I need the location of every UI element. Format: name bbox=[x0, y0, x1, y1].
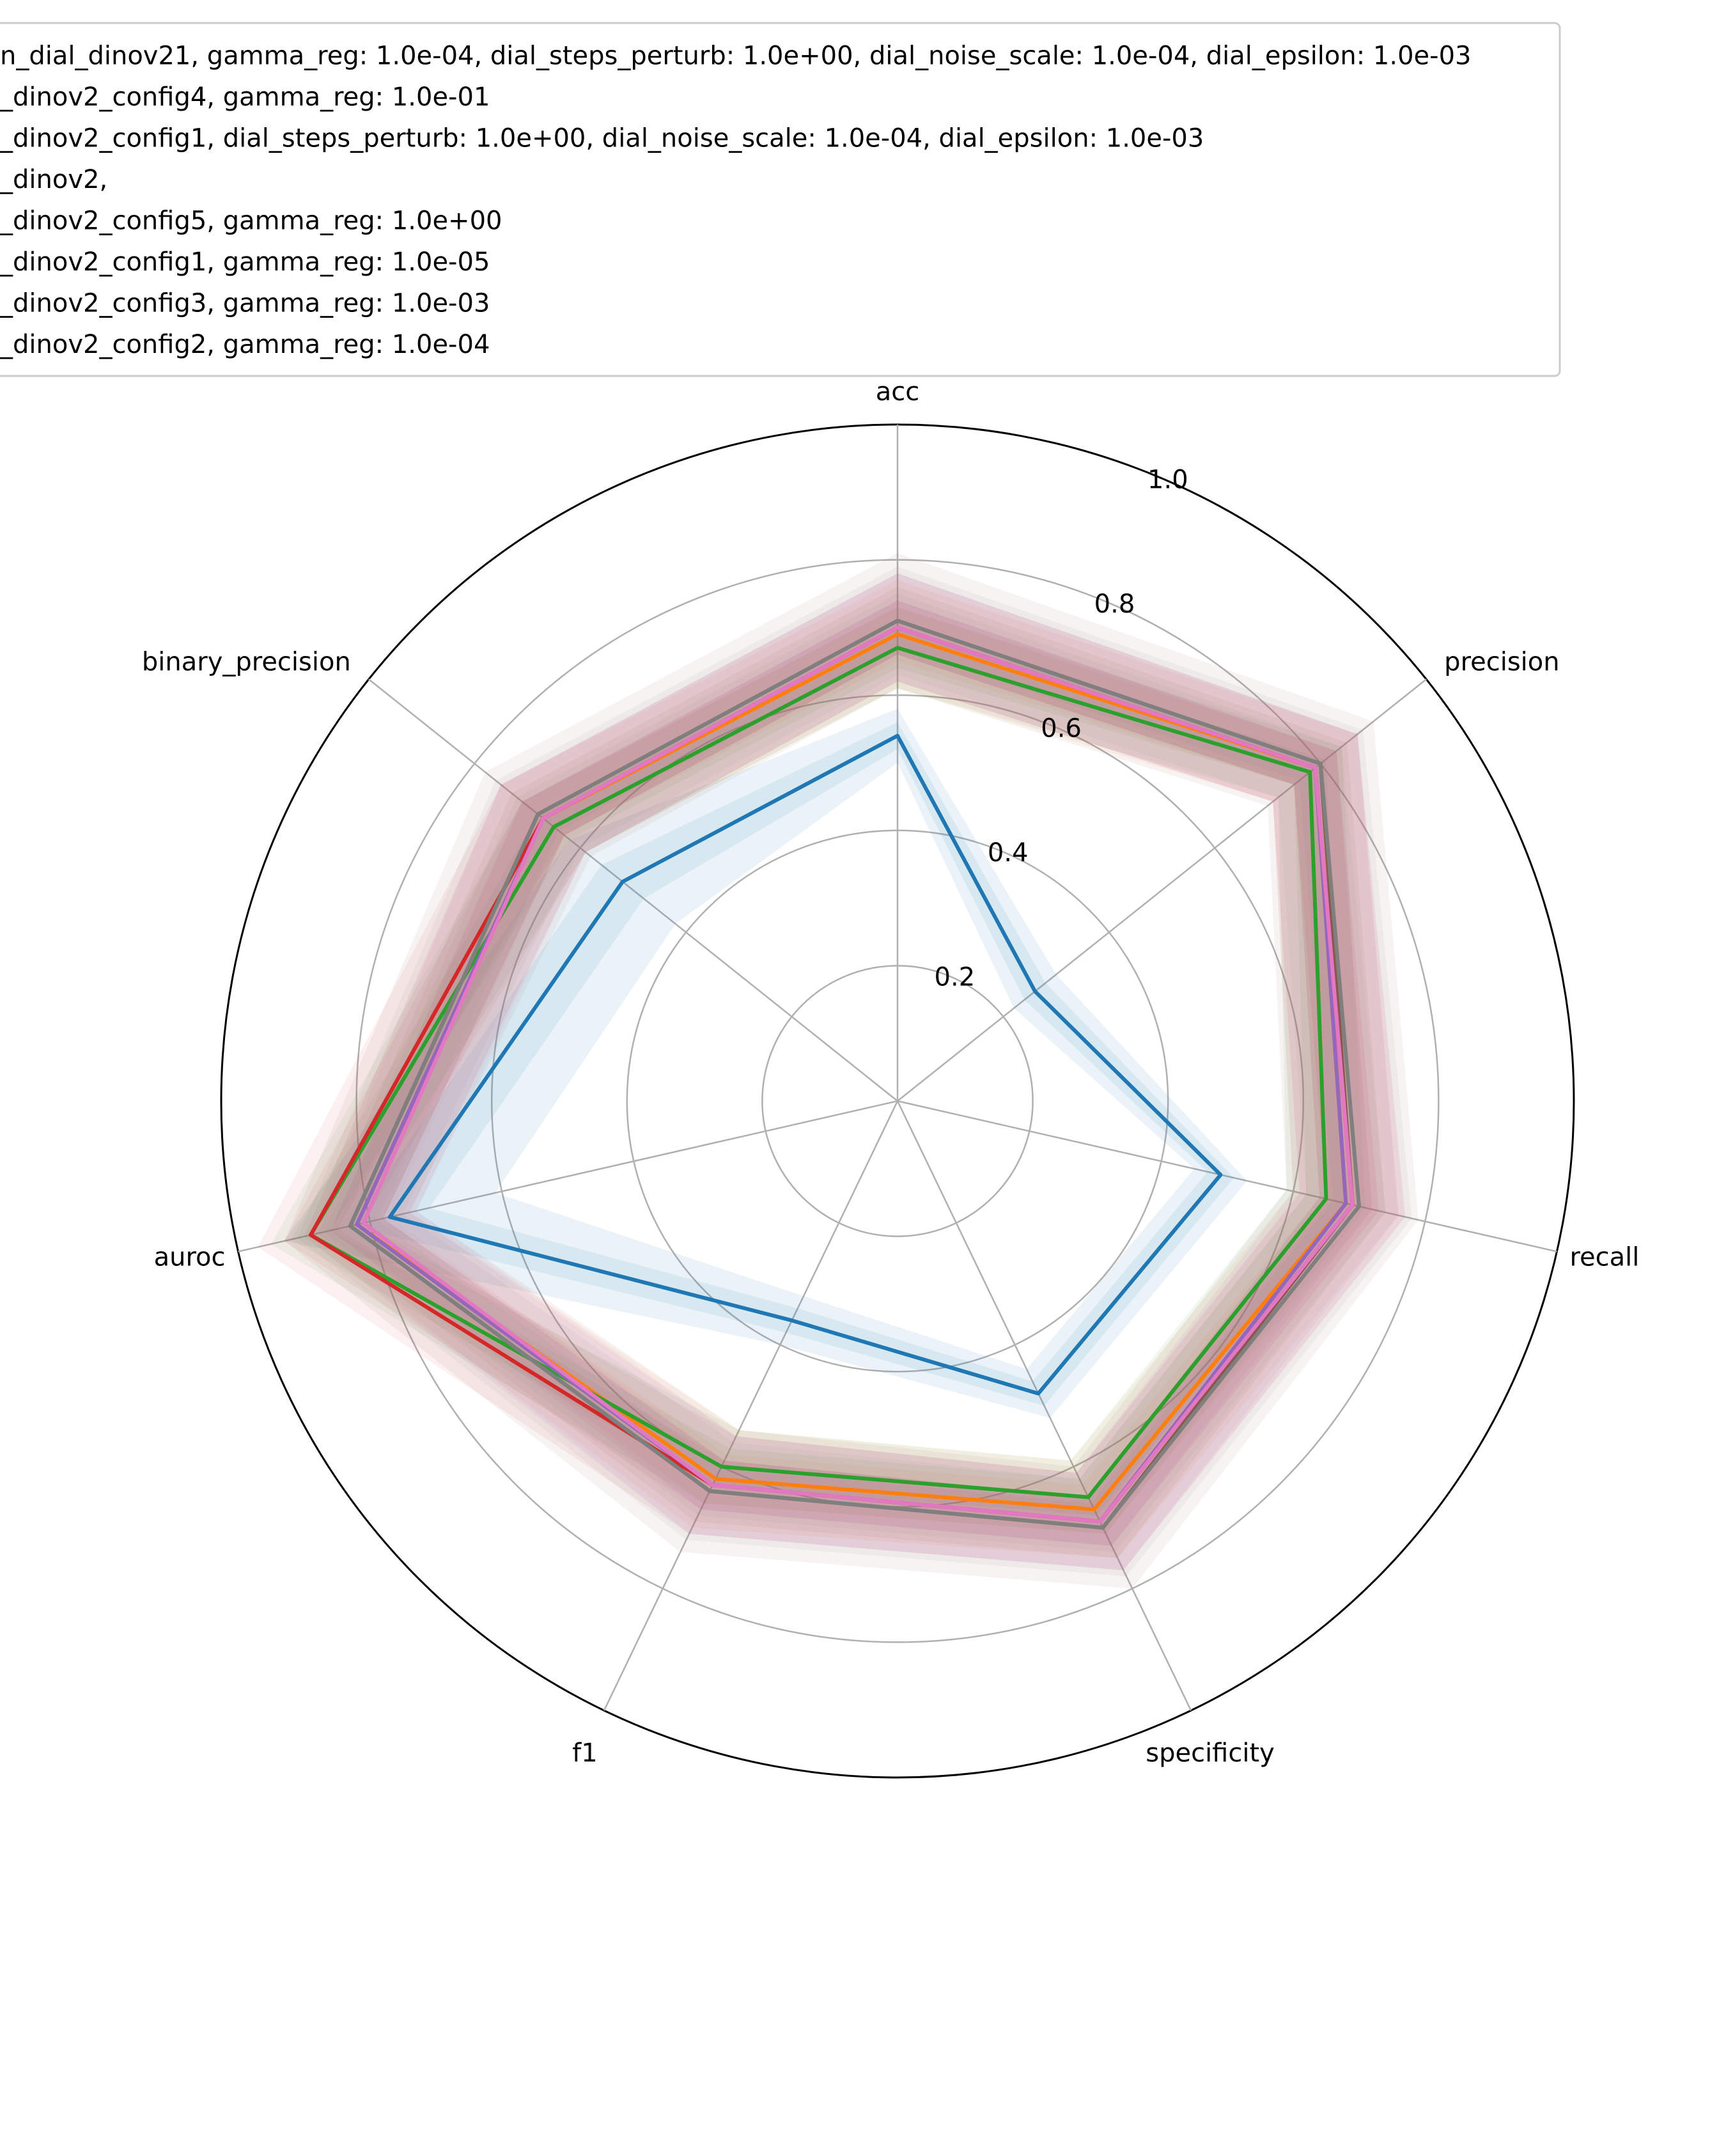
series-band bbox=[304, 573, 1399, 1570]
series-band bbox=[304, 580, 1399, 1558]
axis-label: specificity bbox=[1146, 1738, 1275, 1768]
series-band bbox=[291, 627, 1346, 1516]
axis-spoke bbox=[238, 1100, 898, 1253]
series-band bbox=[284, 553, 1419, 1589]
radial-tick-label: 0.6 bbox=[1041, 714, 1082, 744]
series-line bbox=[309, 646, 1328, 1499]
series-line bbox=[361, 625, 1355, 1524]
axis-label: acc bbox=[876, 377, 920, 407]
radial-tick-label: 0.2 bbox=[935, 963, 976, 992]
axis-label: binary_precision bbox=[142, 647, 351, 676]
series-band bbox=[350, 722, 1234, 1406]
axis-spoke bbox=[896, 1100, 1192, 1711]
legend-entry: _dinov2_config1, gamma_reg: 1.0e-05 bbox=[0, 247, 490, 277]
series-line bbox=[348, 618, 1361, 1530]
series-band bbox=[284, 708, 1247, 1418]
radial-tick-label: 0.4 bbox=[988, 838, 1029, 868]
radial-tick-label: 1.0 bbox=[1147, 465, 1188, 495]
axis-label: f1 bbox=[572, 1738, 598, 1768]
radar-grid bbox=[220, 423, 1575, 1779]
series-band bbox=[284, 600, 1380, 1546]
series-band bbox=[258, 573, 1406, 1570]
axis-spoke bbox=[368, 678, 898, 1102]
axis-spoke bbox=[603, 1100, 899, 1711]
series-band bbox=[297, 566, 1412, 1577]
legend-entry: _dinov2, bbox=[0, 165, 107, 194]
axis-labels: acc precision recall specificity f1 auroc bina… bbox=[142, 377, 1639, 1768]
legend-entry: _dinov2_config4, gamma_reg: 1.0e-01 bbox=[0, 82, 490, 112]
axis-spoke bbox=[897, 678, 1427, 1102]
series-lines bbox=[309, 618, 1361, 1530]
axis-label: auroc bbox=[154, 1242, 226, 1272]
axis-label: recall bbox=[1569, 1242, 1639, 1272]
legend-frame bbox=[0, 22, 1561, 377]
legend-entry: _dinov2_config5, gamma_reg: 1.0e+00 bbox=[0, 206, 502, 235]
series-bands bbox=[258, 553, 1419, 1589]
legend-entry: _dinov2_config1, dial_steps_perturb: 1.0… bbox=[0, 123, 1204, 153]
axis-label: precision bbox=[1444, 647, 1559, 676]
radial-tick-label: 0.8 bbox=[1094, 590, 1135, 619]
axis-spoke bbox=[897, 1100, 1557, 1253]
series-band bbox=[311, 573, 1406, 1570]
series-line bbox=[387, 733, 1223, 1396]
legend: n_dial_dinov21, gamma_reg: 1.0e-04, dial… bbox=[0, 22, 1561, 377]
legend-entry: n_dial_dinov21, gamma_reg: 1.0e-04, dial… bbox=[0, 41, 1471, 70]
legend-entry: _dinov2_config3, gamma_reg: 1.0e-03 bbox=[0, 288, 490, 318]
legend-entry: _dinov2_config2, gamma_reg: 1.0e-04 bbox=[0, 330, 490, 359]
